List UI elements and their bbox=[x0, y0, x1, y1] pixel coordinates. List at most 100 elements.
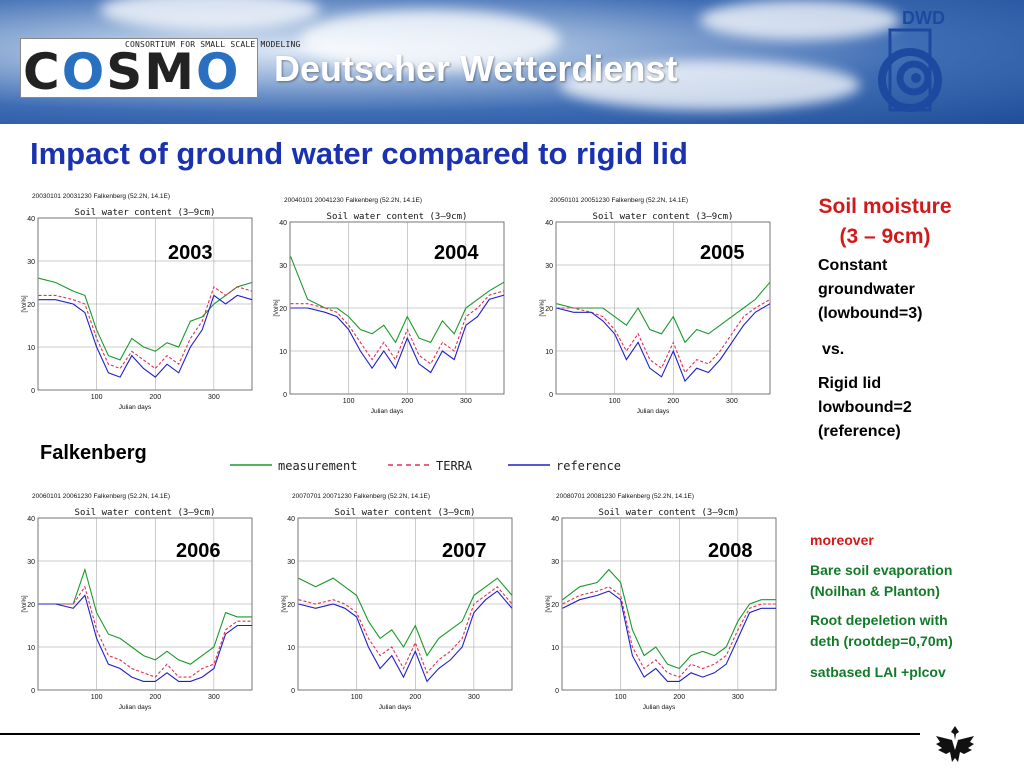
plot-2005: 20050101 20051230 Falkenberg (52.2N, 14.… bbox=[536, 194, 786, 422]
plot-subtitle: Soil water content (3–9cm) bbox=[327, 212, 468, 222]
chart-2003: 20030101 20031230 Falkenberg (52.2N, 14.… bbox=[22, 193, 253, 411]
chart-legend: measurement TERRA reference bbox=[230, 459, 621, 473]
chart-2006: 20060101 20061230 Falkenberg (52.2N, 14.… bbox=[22, 493, 253, 711]
series-line-measurement bbox=[290, 256, 505, 344]
plot-subtitle: Soil water content (3–9cm) bbox=[335, 508, 476, 518]
year-label-2008: 2008 bbox=[708, 540, 753, 562]
series-line-reference bbox=[556, 303, 771, 383]
chart-2008: 20080701 20081230 Falkenberg (52.2N, 14.… bbox=[546, 493, 777, 711]
x-tick-label: 300 bbox=[208, 394, 220, 401]
y-tick-label: 20 bbox=[27, 602, 35, 609]
plot-header: 20070701 20071230 Falkenberg (52.2N, 14.… bbox=[292, 493, 430, 500]
moreover-label: moreover bbox=[810, 532, 874, 548]
side-line-3: (lowbound=3) bbox=[818, 305, 923, 322]
series-line-measurement bbox=[562, 568, 776, 670]
versus-text: vs. bbox=[822, 341, 845, 358]
plot-subtitle: Soil water content (3–9cm) bbox=[593, 212, 734, 222]
y-tick-label: 10 bbox=[287, 645, 295, 652]
header-banner: CONSORTIUM FOR SMALL SCALE MODELING COSM… bbox=[0, 0, 1024, 124]
y-tick-label: 20 bbox=[545, 306, 553, 313]
plot-header: 20050101 20051230 Falkenberg (52.2N, 14.… bbox=[550, 197, 688, 204]
plot-2003: 20030101 20031230 Falkenberg (52.2N, 14.… bbox=[18, 190, 268, 418]
y-tick-label: 30 bbox=[27, 559, 35, 566]
cloud-decoration bbox=[700, 0, 900, 40]
plot-2004: 20040101 20041230 Falkenberg (52.2N, 14.… bbox=[270, 194, 520, 422]
y-axis-label: [Vol%] bbox=[22, 595, 28, 612]
y-tick-label: 0 bbox=[549, 392, 553, 399]
eagle-emblem-icon bbox=[936, 726, 974, 762]
series-line-measurement bbox=[38, 567, 252, 665]
x-tick-label: 100 bbox=[91, 694, 103, 701]
y-tick-label: 40 bbox=[287, 516, 295, 523]
y-axis-label: [Vol%] bbox=[22, 295, 28, 312]
x-tick-label: 200 bbox=[401, 398, 413, 405]
x-tick-label: 200 bbox=[673, 694, 685, 701]
footer-divider bbox=[0, 733, 920, 735]
x-axis-label: Julian days bbox=[371, 408, 404, 415]
y-tick-label: 30 bbox=[545, 263, 553, 270]
logo-letter-c: C bbox=[23, 43, 62, 101]
series-line-terra bbox=[298, 586, 513, 674]
x-tick-label: 300 bbox=[460, 398, 472, 405]
cloud-decoration bbox=[300, 10, 560, 70]
plot-subtitle: Soil water content (3–9cm) bbox=[75, 208, 216, 218]
slide-title: Impact of ground water compared to rigid… bbox=[30, 136, 688, 171]
year-label-2005: 2005 bbox=[700, 242, 745, 264]
x-tick-label: 200 bbox=[149, 694, 161, 701]
x-axis-label: Julian days bbox=[119, 404, 152, 411]
series-line-terra bbox=[38, 285, 253, 370]
logo-wordmark: COSMO bbox=[23, 45, 241, 99]
plot-2006: 20060101 20061230 Falkenberg (52.2N, 14.… bbox=[18, 490, 268, 718]
y-tick-label: 40 bbox=[27, 216, 35, 223]
y-tick-label: 10 bbox=[27, 345, 35, 352]
series-line-measurement bbox=[298, 577, 513, 657]
side-line-6: (reference) bbox=[818, 423, 901, 440]
green-line-2b: deth (rootdep=0,70m) bbox=[810, 633, 953, 649]
x-axis-label: Julian days bbox=[119, 704, 152, 711]
station-label: Falkenberg bbox=[40, 442, 147, 464]
cloud-decoration bbox=[560, 60, 860, 110]
bare-soil-text: Bare soil evaporation (Noilhan & Planton… bbox=[810, 560, 952, 602]
globe-icon: O bbox=[61, 43, 107, 101]
series-line-reference bbox=[38, 594, 252, 682]
x-tick-label: 200 bbox=[149, 394, 161, 401]
series-line-measurement bbox=[38, 277, 253, 361]
y-tick-label: 0 bbox=[555, 688, 559, 695]
side-line-5: lowbound=2 bbox=[818, 399, 912, 416]
green-line-1b: (Noilhan & Planton) bbox=[810, 583, 940, 599]
y-axis-label: [Vol%] bbox=[274, 299, 280, 316]
chart-2007: 20070701 20071230 Falkenberg (52.2N, 14.… bbox=[282, 493, 513, 711]
y-tick-label: 40 bbox=[27, 516, 35, 523]
y-tick-label: 20 bbox=[279, 306, 287, 313]
cloud-decoration bbox=[100, 0, 320, 30]
root-depletion-text: Root depeletion with deth (rootdep=0,70m… bbox=[810, 610, 953, 652]
chart-2004: 20040101 20041230 Falkenberg (52.2N, 14.… bbox=[274, 197, 505, 415]
x-tick-label: 300 bbox=[726, 398, 738, 405]
y-tick-label: 0 bbox=[291, 688, 295, 695]
y-tick-label: 20 bbox=[551, 602, 559, 609]
x-axis-label: Julian days bbox=[379, 704, 412, 711]
y-axis-label: [Vol%] bbox=[546, 595, 552, 612]
series-line-reference bbox=[38, 294, 253, 378]
green-line-1a: Bare soil evaporation bbox=[810, 562, 953, 578]
year-label-2006: 2006 bbox=[176, 540, 221, 562]
series-line-reference bbox=[290, 294, 505, 374]
y-tick-label: 0 bbox=[283, 392, 287, 399]
series-line-reference bbox=[298, 590, 513, 683]
cosmo-logo: CONSORTIUM FOR SMALL SCALE MODELING COSM… bbox=[20, 38, 300, 99]
constant-groundwater-text: Constant groundwater (lowbound=3) bbox=[818, 254, 922, 326]
y-axis-label: [Vol%] bbox=[282, 595, 288, 612]
green-line-2a: Root depeletion with bbox=[810, 612, 948, 628]
logo-subtitle: CONSORTIUM FOR SMALL SCALE MODELING bbox=[125, 40, 301, 49]
y-tick-label: 40 bbox=[551, 516, 559, 523]
x-tick-label: 100 bbox=[351, 694, 363, 701]
series-line-terra bbox=[38, 585, 252, 678]
heading-line-2: (3 – 9cm) bbox=[839, 225, 931, 248]
plot-header: 20030101 20031230 Falkenberg (52.2N, 14.… bbox=[32, 193, 170, 200]
y-tick-label: 0 bbox=[31, 688, 35, 695]
legend-label-terra: TERRA bbox=[436, 459, 473, 473]
series-line-measurement bbox=[556, 281, 771, 344]
y-tick-label: 40 bbox=[545, 220, 553, 227]
y-tick-label: 30 bbox=[551, 559, 559, 566]
series-line-terra bbox=[556, 298, 771, 374]
